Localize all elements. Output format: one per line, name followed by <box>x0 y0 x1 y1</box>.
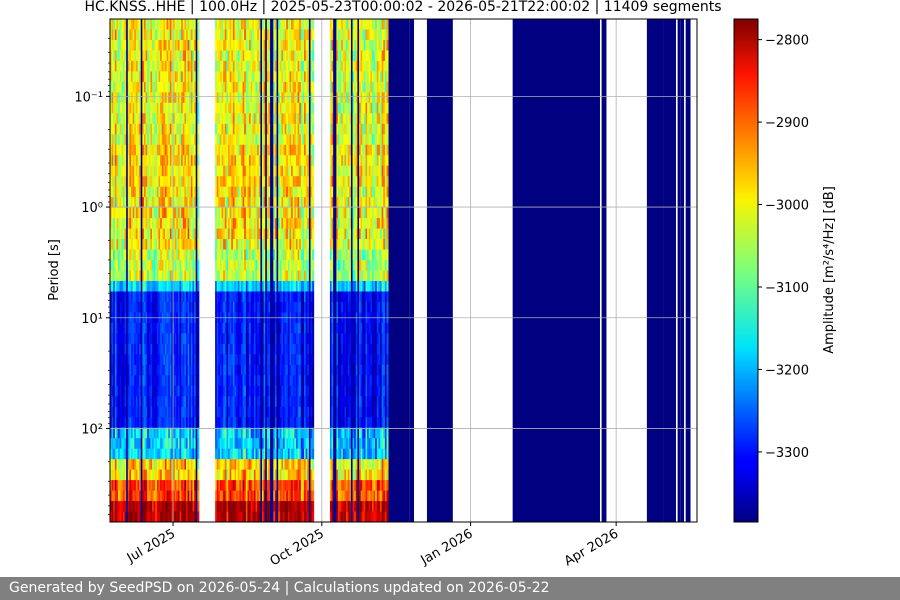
low-value-band <box>388 19 410 522</box>
low-value-band <box>426 19 453 522</box>
y-tick-label: 10² <box>81 422 103 437</box>
chart-title: HC.KNSS..HHE | 100.0Hz | 2025-05-23T00:0… <box>84 0 721 15</box>
colorbar-tick-label: −2900 <box>765 116 809 131</box>
y-axis-label: Period [s] <box>47 239 62 301</box>
low-value-band <box>409 19 415 522</box>
y-axis: 10⁻¹ 10⁰ 10¹ 10² <box>74 38 110 515</box>
low-value-band <box>685 19 691 522</box>
active-period-columns <box>110 19 200 522</box>
x-tick-label: Oct 2025 <box>268 526 327 569</box>
spectrogram-plot-area <box>110 19 697 522</box>
colorbar-label: Amplitude [m²/s⁴/Hz] [dB] <box>822 186 837 354</box>
colorbar <box>733 18 759 523</box>
plot-frame <box>109 18 698 523</box>
x-tick-label: Apr 2026 <box>562 526 621 569</box>
y-tick-label: 10⁰ <box>81 201 103 216</box>
low-value-band <box>677 19 681 522</box>
low-value-band <box>680 19 685 522</box>
low-value-band <box>646 19 664 522</box>
active-period-columns <box>215 19 315 522</box>
y-tick-label: 10⁻¹ <box>74 90 103 105</box>
low-value-band <box>601 19 607 522</box>
low-value-band <box>512 19 600 522</box>
colorbar-tick-label: −3300 <box>765 446 809 461</box>
heatmap-layer <box>110 19 691 522</box>
x-tick-label: Jan 2026 <box>418 526 476 568</box>
active-period-columns <box>329 19 389 522</box>
colorbar-tick-label: −2800 <box>765 34 809 49</box>
footer-text: Generated by SeedPSD on 2026-05-24 | Cal… <box>9 580 550 596</box>
x-axis: Jul 2025 Oct 2025 Jan 2026 Apr 2026 <box>124 522 621 569</box>
low-value-band <box>663 19 676 522</box>
colorbar-ticks: −2800 −2900 −3000 −3100 −3200 −3300 <box>758 34 809 461</box>
grid-lines <box>110 19 697 522</box>
psd-spectrogram-figure: HC.KNSS..HHE | 100.0Hz | 2025-05-23T00:0… <box>47 0 837 569</box>
colorbar-tick-label: −3000 <box>765 199 809 214</box>
x-tick-label: Jul 2025 <box>124 526 178 566</box>
footer-bar: Generated by SeedPSD on 2026-05-24 | Cal… <box>0 577 900 600</box>
colorbar-tick-label: −3200 <box>765 363 809 378</box>
colorbar-tick-label: −3100 <box>765 281 809 296</box>
y-tick-label: 10¹ <box>81 312 103 327</box>
